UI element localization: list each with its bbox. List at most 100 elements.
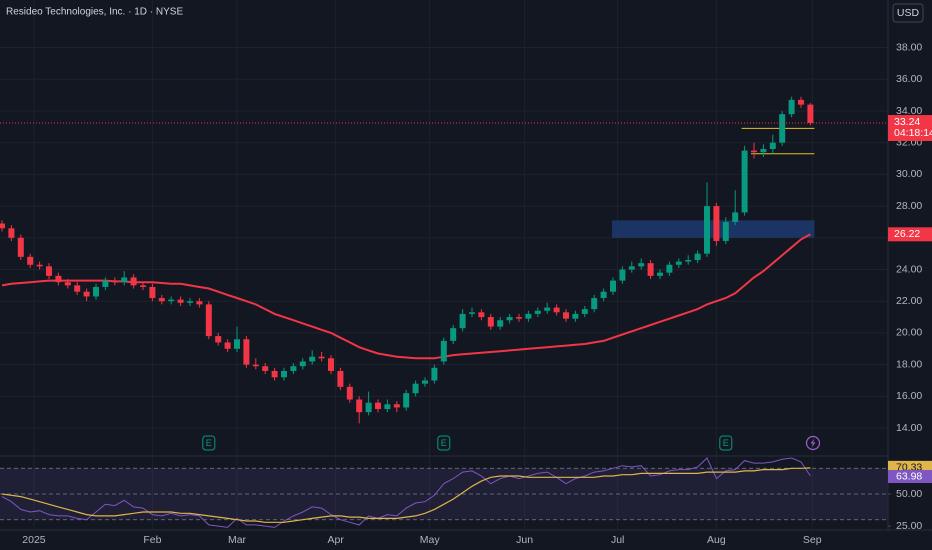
candle-body: [798, 99, 804, 105]
candle-body: [64, 282, 71, 286]
candle-body: [685, 260, 692, 262]
candle-body: [694, 253, 701, 260]
x-tick-label: Feb: [143, 534, 161, 546]
candle-body: [741, 150, 748, 213]
candle-body: [516, 317, 522, 319]
candle-body: [459, 313, 466, 329]
price-tag-label: 33.24: [894, 116, 920, 128]
candle-body: [704, 206, 710, 254]
candle-body: [666, 264, 673, 273]
currency-button[interactable]: [892, 3, 924, 23]
y-tick-label: 36.00: [896, 73, 922, 85]
candle-body: [365, 402, 372, 413]
candle-body: [83, 291, 90, 297]
candle-body: [431, 367, 438, 381]
candle-body: [628, 266, 635, 270]
chart-title: Resideo Technologies, Inc. · 1D · NYSE: [6, 7, 183, 18]
candle-body: [722, 221, 729, 241]
candle-body: [422, 380, 428, 384]
candle-body: [356, 399, 363, 413]
candle-body: [158, 298, 165, 302]
candle-body: [403, 393, 410, 408]
x-tick-label: Mar: [228, 534, 247, 546]
candle-body: [563, 312, 569, 319]
rsi-tick-label: 50.00: [896, 488, 922, 500]
rsi-tick-label: 25.00: [896, 520, 922, 532]
candle-body: [215, 336, 222, 343]
rsi-line: [1, 457, 811, 528]
candle-body: [581, 309, 588, 314]
candle-body: [506, 317, 513, 321]
candle-body: [346, 386, 353, 400]
candle-body: [647, 263, 654, 276]
x-tick-label: Aug: [707, 534, 726, 546]
candle-body: [675, 261, 682, 265]
candle-body: [290, 366, 297, 371]
event-marker: [719, 435, 733, 451]
candle-body: [450, 328, 457, 341]
candle-body: [384, 404, 391, 410]
y-tick-label: 18.00: [896, 358, 922, 370]
candle-body: [553, 307, 560, 313]
y-tick-label: 34.00: [896, 105, 922, 117]
candle-body: [337, 370, 344, 387]
x-tick-label: Sep: [803, 534, 822, 546]
candle-body: [17, 237, 24, 257]
candle-body: [638, 263, 645, 267]
candle-body: [610, 280, 616, 292]
currency[interactable]: USD: [897, 7, 920, 19]
candle-body: [572, 313, 579, 319]
candle-body: [478, 312, 485, 318]
candle-body: [440, 340, 447, 362]
event-label: E: [441, 438, 447, 448]
candle-body: [393, 404, 400, 408]
x-tick-label: Jun: [516, 534, 533, 546]
event-label: E: [723, 438, 729, 448]
alert-icon: [805, 435, 821, 451]
candle-body: [779, 114, 786, 143]
moving-average: [1, 233, 811, 360]
y-tick-label: 20.00: [896, 327, 922, 339]
candle-body: [177, 299, 184, 303]
candle-body: [8, 228, 15, 238]
candle-body: [299, 361, 306, 367]
candle-body: [788, 99, 795, 115]
candle-body: [187, 301, 193, 303]
candle-body: [487, 317, 494, 327]
candle-body: [497, 320, 504, 327]
y-tick-label: 38.00: [896, 41, 922, 53]
candle-body: [93, 286, 99, 297]
candle-body: [27, 256, 34, 265]
y-tick-label: 24.00: [896, 263, 922, 275]
candle-body: [760, 149, 767, 153]
y-tick-label: 16.00: [896, 390, 922, 402]
candle-body: [713, 206, 720, 241]
candle-body: [168, 299, 175, 302]
candle-body: [252, 364, 259, 367]
candle-body: [74, 285, 81, 292]
candle-body: [0, 223, 5, 229]
rsi-tag-label: 63.98: [896, 470, 922, 482]
candle-body: [544, 307, 551, 311]
candle-body: [591, 298, 598, 310]
x-tick-label: May: [420, 534, 441, 546]
candle-body: [375, 402, 381, 410]
candle-body: [271, 370, 278, 378]
rsi-tag: [888, 470, 932, 484]
y-tick-label: 22.00: [896, 295, 922, 307]
event-marker: [202, 435, 216, 451]
candle-body: [619, 269, 626, 281]
candle-body: [309, 356, 316, 362]
candle-body: [36, 264, 43, 267]
y-tick-label: 28.00: [896, 200, 922, 212]
countdown: 04:18:14: [894, 127, 932, 139]
candle-body: [657, 272, 663, 276]
candle-body: [243, 339, 250, 365]
y-tick-label: 30.00: [896, 168, 922, 180]
rsi-ma-line: [1, 467, 811, 523]
candle-body: [149, 286, 156, 299]
ma-tag-label: 26.22: [894, 228, 920, 240]
candle-body: [224, 342, 231, 349]
